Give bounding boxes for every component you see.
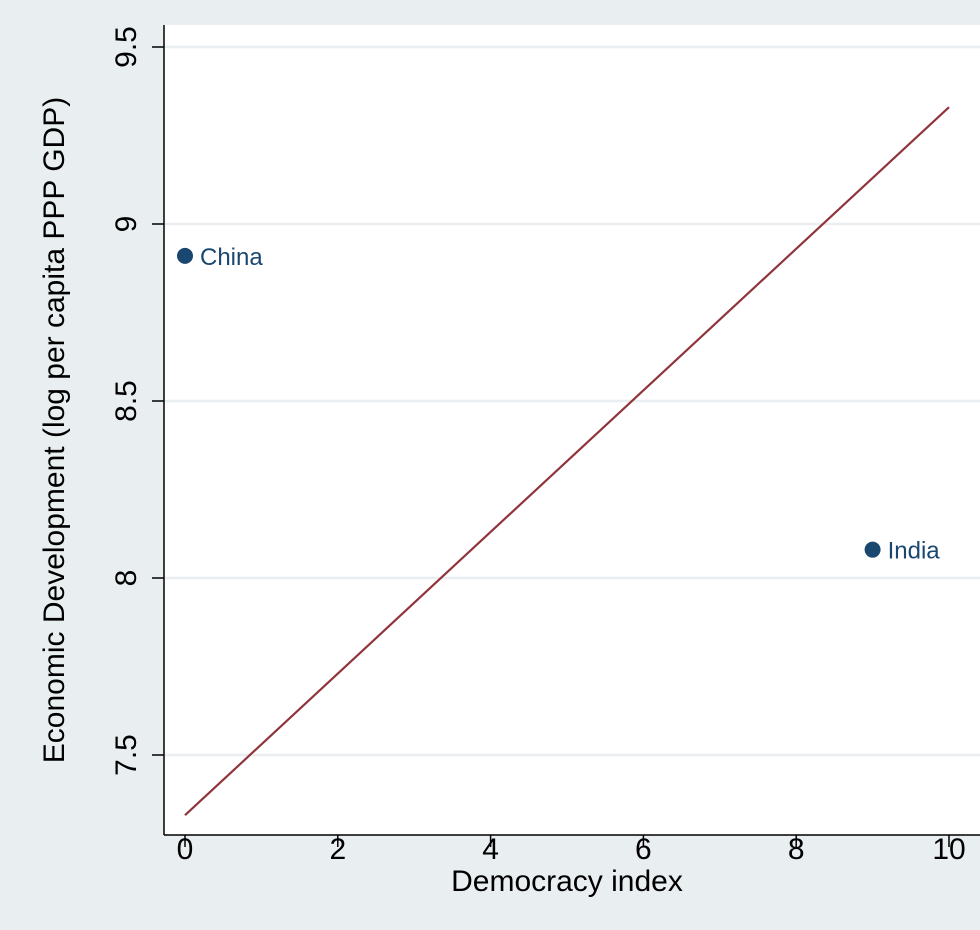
x-tick-label: 6 <box>635 833 652 866</box>
y-ticks: 7.5 8 8.5 9 9.5 <box>110 26 164 776</box>
plot-area <box>164 25 980 835</box>
x-tick-label: 8 <box>788 833 805 866</box>
data-point <box>864 541 881 558</box>
y-tick-label: 8.5 <box>110 380 143 422</box>
x-ticks: 0 2 4 6 8 10 <box>177 833 966 866</box>
y-tick-label: 9 <box>110 216 143 233</box>
fit-line <box>184 106 950 816</box>
data-point <box>177 247 193 264</box>
x-tick-label: 0 <box>177 833 194 866</box>
x-axis-title: Democracy index <box>451 865 683 898</box>
x-tick-label: 4 <box>482 833 499 866</box>
gridlines <box>165 45 980 757</box>
x-tick-label: 10 <box>932 833 965 866</box>
y-tick-label: 8 <box>110 570 143 587</box>
data-point-label: China <box>200 244 263 271</box>
y-tick-label: 9.5 <box>110 26 143 68</box>
y-tick-label: 7.5 <box>110 734 143 776</box>
data-points: China India <box>177 244 940 565</box>
data-point-label: India <box>888 538 941 565</box>
x-tick-label: 2 <box>329 833 346 866</box>
y-axis-title: Economic Development (log per capita PPP… <box>38 97 71 763</box>
fit-line-group <box>184 106 950 816</box>
